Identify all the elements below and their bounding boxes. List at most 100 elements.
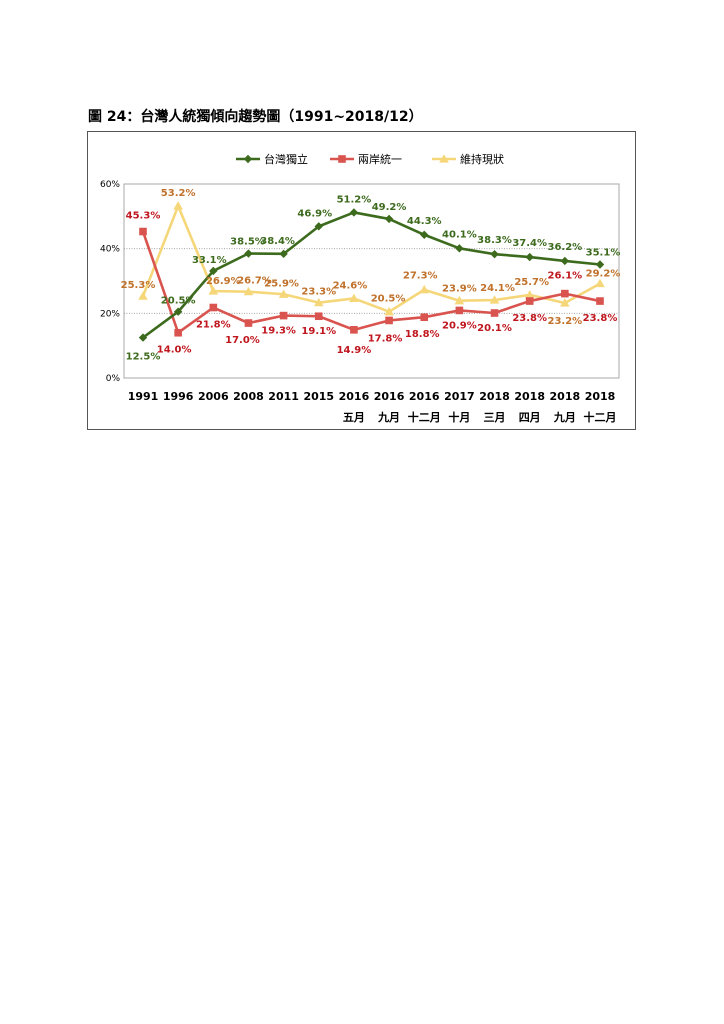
x-tick-year: 2016: [374, 390, 405, 403]
x-tick-sub: 十二月: [584, 410, 617, 424]
chart-frame: 0% 20% 40% 60% 1991 1996 2006 2008 2011 2015 2016 五…: [87, 131, 636, 430]
y-tick-label: 20%: [100, 309, 120, 319]
x-tick-sub: 十二月: [408, 410, 441, 424]
data-label-status-quo: 25.7%: [514, 277, 549, 288]
independence-marker: [560, 256, 570, 266]
plot-area: [123, 183, 620, 379]
y-tick-label: 0%: [106, 374, 121, 384]
x-tick-year: 2008: [233, 390, 264, 403]
x-tick-year: 1996: [163, 390, 194, 403]
data-label-independence: 33.1%: [192, 255, 227, 266]
independence-marker: [138, 333, 148, 342]
x-tick-year: 2006: [198, 390, 229, 403]
x-tick-sub: 三月: [484, 411, 506, 424]
independence-marker: [244, 249, 253, 258]
status-quo-marker: [454, 295, 465, 305]
unification-marker: [561, 289, 569, 298]
independence-marker: [349, 208, 359, 217]
status-quo-marker: [208, 286, 219, 295]
legend-label-unification: 兩岸統一: [358, 152, 402, 166]
independence-marker: [314, 222, 323, 231]
data-label-unification: 17.8%: [368, 333, 403, 344]
status-quo-marker: [138, 291, 148, 300]
data-label-unification: 45.3%: [126, 211, 161, 222]
data-label-independence: 38.3%: [477, 235, 512, 246]
x-tick-year: 2011: [268, 390, 299, 403]
x-tick-year: 2018: [550, 390, 581, 403]
status-quo-marker: [419, 284, 430, 294]
independence-marker: [384, 214, 394, 224]
x-tick-year: 2018: [479, 390, 510, 403]
data-label-unification: 19.3%: [261, 326, 296, 337]
data-label-unification: 26.1%: [547, 271, 582, 282]
status-quo-marker: [595, 278, 605, 288]
series-line-unification: [141, 231, 601, 335]
data-label-independence: 38.4%: [260, 236, 295, 247]
unification-marker: [244, 319, 253, 327]
unification-marker: [139, 227, 147, 236]
unification-marker: [209, 303, 218, 312]
independence-marker: [173, 307, 183, 316]
status-quo-marker: [384, 306, 394, 316]
x-tick-sub: 九月: [553, 410, 576, 424]
legend-label-status-quo: 維持現狀: [460, 152, 504, 166]
data-label-unification: 20.9%: [442, 320, 477, 331]
data-label-independence: 35.1%: [586, 248, 621, 259]
unification-marker: [314, 312, 323, 321]
data-label-status-quo: 26.9%: [206, 276, 241, 287]
data-label-status-quo: 23.2%: [547, 316, 582, 327]
figure-title: 圖 24：台灣人統獨傾向趨勢圖（1991~2018/12）: [88, 109, 423, 125]
independence-marker: [209, 266, 218, 276]
data-label-status-quo: 29.2%: [586, 269, 621, 280]
data-label-status-quo: 24.6%: [333, 280, 368, 291]
status-quo-marker: [243, 286, 254, 296]
data-label-independence: 37.4%: [512, 238, 547, 249]
data-label-independence: 38.5%: [230, 237, 265, 248]
data-label-independence: 46.9%: [297, 208, 332, 219]
series-line-status-quo: [141, 204, 601, 314]
data-label-status-quo: 20.5%: [371, 294, 406, 305]
status-quo-marker: [560, 298, 570, 307]
data-label-independence: 40.1%: [442, 229, 477, 240]
legend-label-independence: 台灣獨立: [264, 152, 308, 166]
data-label-independence: 44.3%: [407, 216, 442, 227]
data-label-unification: 17.0%: [225, 335, 260, 346]
data-label-unification: 23.8%: [512, 313, 547, 324]
data-label-unification: 21.8%: [196, 320, 231, 331]
status-quo-marker: [524, 290, 535, 299]
data-label-independence: 20.5%: [161, 296, 196, 307]
unification-marker: [525, 297, 534, 305]
data-label-status-quo: 25.3%: [121, 280, 156, 291]
data-label-status-quo: 26.7%: [237, 276, 272, 287]
data-label-status-quo: 53.2%: [161, 188, 196, 199]
legend-status-quo-marker: [439, 154, 449, 163]
status-quo-marker: [489, 295, 500, 304]
x-tick-year: 1991: [128, 390, 159, 403]
unification-marker: [350, 326, 358, 334]
data-label-unification: 18.8%: [405, 329, 440, 340]
data-label-unification: 14.0%: [157, 345, 192, 356]
data-label-independence: 49.2%: [372, 202, 407, 213]
data-label-unification: 14.9%: [337, 345, 372, 356]
y-tick-label: 60%: [100, 180, 120, 190]
data-label-unification: 20.1%: [477, 323, 512, 334]
unification-marker: [385, 316, 393, 325]
data-label-status-quo: 27.3%: [403, 271, 438, 282]
x-tick-sub: 四月: [519, 411, 541, 424]
independence-marker: [525, 252, 534, 262]
data-label-status-quo: 25.9%: [264, 278, 299, 289]
data-label-unification: 23.8%: [583, 313, 618, 324]
x-tick-year: 2018: [514, 390, 545, 403]
legend-independence-marker: [243, 154, 253, 164]
independence-marker: [455, 244, 464, 253]
data-label-status-quo: 24.1%: [480, 283, 515, 294]
unification-marker: [420, 313, 429, 322]
status-quo-marker: [278, 289, 289, 298]
line-chart: 0% 20% 40% 60% 1991 1996 2006 2008 2011 2015 2016 五…: [100, 152, 621, 424]
status-quo-marker: [173, 201, 183, 210]
unification-marker: [279, 311, 288, 320]
independence-marker: [420, 230, 429, 239]
data-label-independence: 36.2%: [547, 242, 582, 253]
x-tick-year: 2016: [339, 390, 370, 403]
x-tick-year: 2016: [409, 390, 440, 403]
